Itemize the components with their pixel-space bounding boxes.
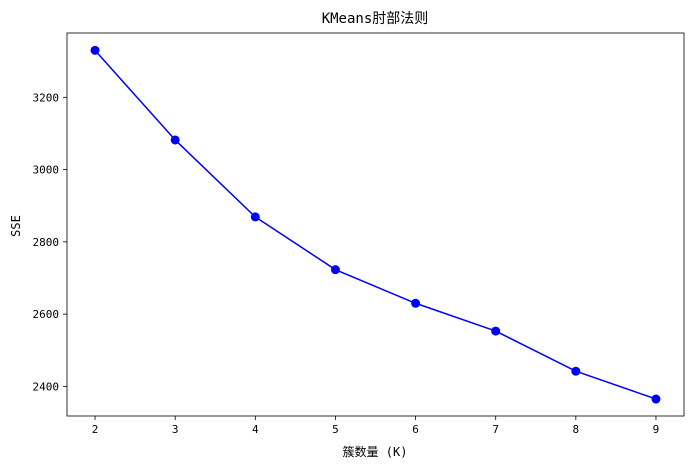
x-tick-label: 8 [573,423,580,436]
x-tick-label: 7 [492,423,499,436]
x-tick-label: 3 [172,423,179,436]
plot-area: 2 3 4 5 6 7 8 9 2400 2600 2800 3000 3200 [33,32,685,436]
x-tick-label: 6 [412,423,419,436]
data-point [250,212,260,222]
x-tick-label: 2 [92,423,99,436]
x-tick-label: 5 [332,423,339,436]
y-tick-label: 3000 [33,164,60,177]
data-point [330,265,340,275]
data-point [571,366,581,376]
y-axis-label: SSE [9,215,23,237]
data-point [651,394,661,404]
y-tick-label: 2400 [33,380,60,393]
data-point [491,326,501,336]
x-axis-label: 簇数量 (K) [343,444,408,459]
x-tick-label: 9 [653,423,660,436]
data-point [90,45,100,55]
y-tick-label: 2600 [33,308,60,321]
chart-title: KMeans肘部法则 [322,11,429,27]
x-tick-label: 4 [252,423,259,436]
data-point [411,298,421,308]
data-point [170,135,180,145]
series-line [94,49,657,400]
y-tick-label: 3200 [33,91,60,104]
plot-frame [66,32,685,417]
y-tick-label: 2800 [33,236,60,249]
